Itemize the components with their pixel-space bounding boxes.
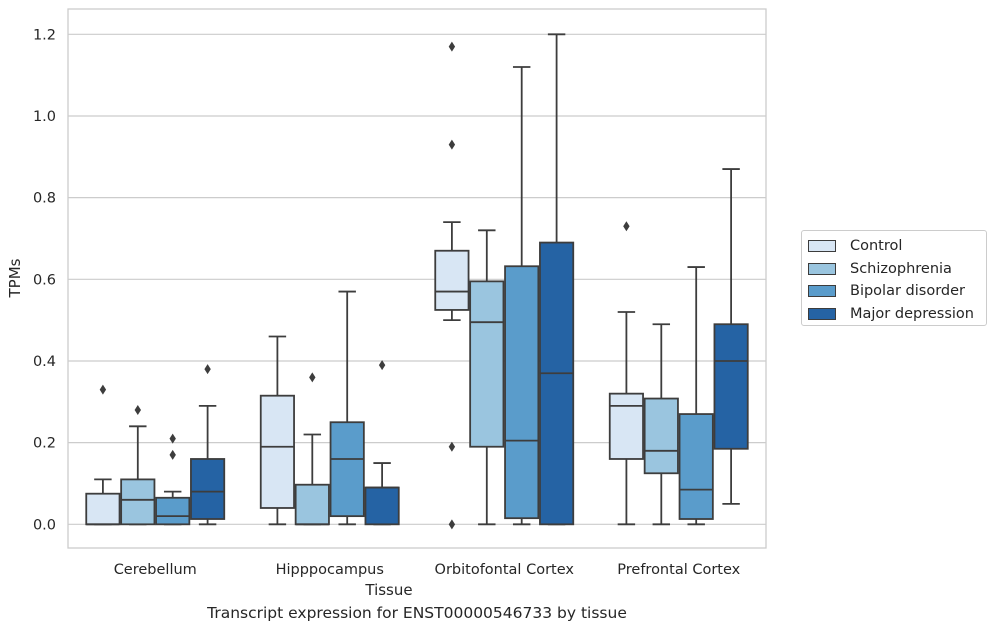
box-0-0 [85,384,121,526]
y-axis-title: TPMs [6,258,24,298]
legend-label: Schizophrenia [850,260,952,277]
y-tick-label: 1.2 [33,27,56,43]
box-3-2 [678,266,714,526]
legend-swatch [808,240,836,253]
y-tick-labels: 0.0 0.2 0.4 0.6 0.8 1.0 1.2 [33,27,56,533]
legend-label: Bipolar disorder [850,283,965,300]
iqr-box [504,265,540,520]
gridlines [68,33,766,525]
iqr-box [259,394,295,509]
boxplot-marks [85,33,749,530]
iqr-box [678,413,714,520]
y-tick-label: 0.2 [33,436,56,452]
x-tick-label: Prefrontal Cortex [617,562,740,578]
outlier-point [169,433,176,444]
iqr-box [608,392,644,460]
iqr-box [120,478,156,526]
legend-label: Control [850,238,903,255]
figure-caption: Transcript expression for ENST0000054673… [207,604,627,622]
x-axis-title: Tissue [364,581,412,599]
iqr-box [364,486,400,526]
outlier-point [378,360,386,371]
box-1-0 [259,335,295,526]
legend-swatch [808,307,836,320]
plot-frame [67,8,767,549]
x-tick-label: Orbitofontal Cortex [435,562,575,578]
box-0-2 [155,433,191,526]
y-tick-label: 0.4 [33,354,56,370]
legend: Control Schizophrenia Bipolar disorder Majo… [801,230,987,326]
outlier-point [169,449,176,460]
outlier-point [134,404,141,415]
iqr-box [329,421,365,518]
legend-label: Major depression [850,305,974,322]
outlier-point [309,372,316,383]
outlier-point [623,221,630,232]
iqr-box [155,496,191,526]
legend-swatch [808,285,836,298]
iqr-box [643,397,679,475]
box-2-3 [539,33,575,526]
legend-item: Control [808,235,986,258]
legend-item: Bipolar disorder [808,280,986,303]
x-tick-label: Hipppocampus [276,562,384,578]
legend-item: Major depression [808,303,986,326]
iqr-box [434,249,470,311]
y-tick-label: 0.8 [33,191,56,207]
outlier-point [204,364,211,375]
box-0-3 [190,364,226,526]
iqr-box [713,323,749,450]
iqr-box [469,280,505,448]
box-2-0 [434,41,470,530]
y-tick-label: 0.0 [33,517,56,533]
outlier-point [448,139,456,150]
y-tick-label: 1.0 [33,109,56,125]
outlier-point [448,441,456,452]
box-1-2 [329,290,365,526]
outlier-point [448,519,456,530]
box-3-1 [643,323,679,526]
iqr-box [294,483,330,526]
box-2-2 [504,66,540,526]
outlier-point [448,41,456,52]
iqr-box [539,241,575,526]
outlier-point [99,384,107,395]
box-3-0 [608,221,644,526]
y-tick-label: 0.6 [33,272,56,288]
x-tick-label: Cerebellum [114,562,197,578]
iqr-box [190,458,226,520]
box-2-1 [469,229,505,526]
iqr-box [85,492,121,526]
box-1-3 [364,360,400,526]
x-tick-labels: Cerebellum Hipppocampus Orbitofontal Corte… [114,562,741,578]
box-3-3 [713,168,749,505]
legend-swatch [808,262,836,275]
box-0-1 [120,404,156,526]
box-1-1 [294,372,330,526]
legend-item: Schizophrenia [808,258,986,281]
